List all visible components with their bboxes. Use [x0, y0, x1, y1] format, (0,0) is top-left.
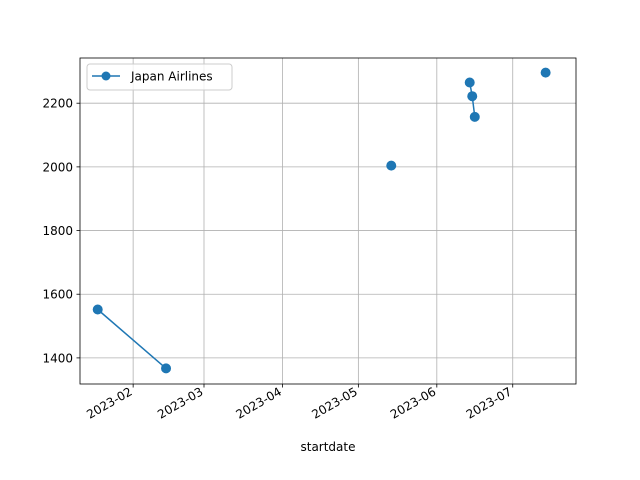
data-point [161, 363, 172, 374]
y-tick-label: 2000 [42, 160, 73, 174]
y-axis-ticks: 1400 1600 1800 2000 2200 [42, 97, 80, 365]
legend-box [86, 63, 233, 91]
data-point [386, 160, 397, 171]
y-tick-label: 1600 [42, 288, 73, 302]
legend-label: Japan Airlines [130, 70, 213, 84]
data-point [467, 91, 478, 102]
data-point [92, 304, 103, 315]
y-tick-label: 1800 [42, 224, 73, 238]
y-tick-label: 2200 [42, 97, 73, 111]
y-tick-label: 1400 [42, 351, 73, 365]
legend: Japan Airlines [86, 63, 233, 91]
grid [80, 58, 576, 384]
series-line-segment [97, 308, 167, 369]
plot-frame [79, 57, 577, 385]
data-point [464, 77, 475, 88]
data-point [469, 111, 480, 122]
series-layer [92, 67, 551, 374]
legend-marker [101, 71, 111, 81]
data-point [540, 67, 551, 78]
x-axis-label: startdate [300, 440, 355, 454]
